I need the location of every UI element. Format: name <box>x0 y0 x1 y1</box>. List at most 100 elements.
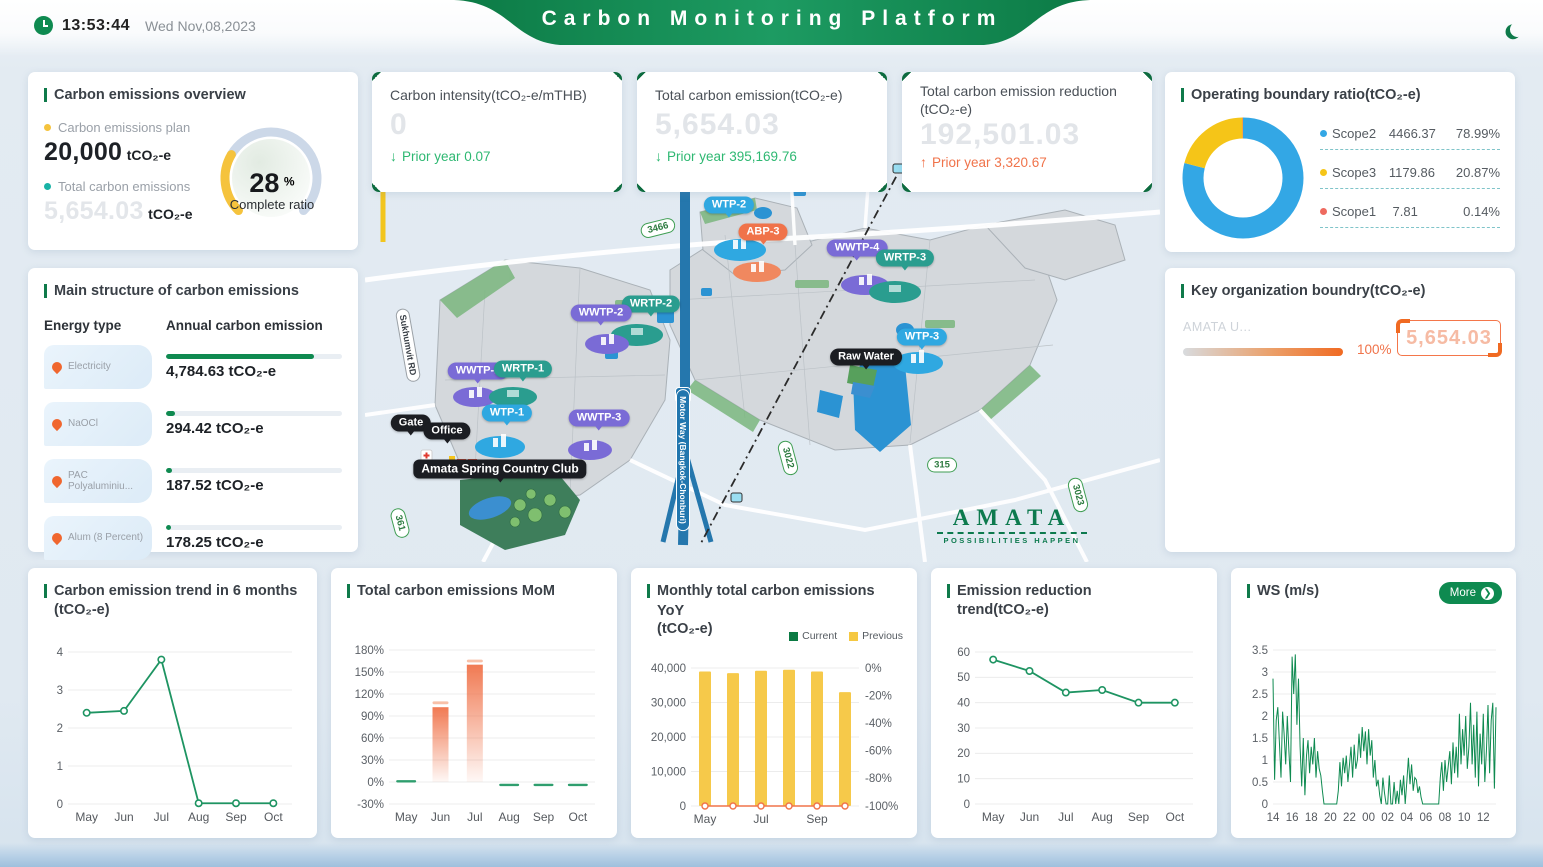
svg-text:0.5: 0.5 <box>1252 777 1268 789</box>
org-bar-label: AMATA U... <box>1183 320 1252 334</box>
date-text: Wed Nov,08,2023 <box>145 17 256 34</box>
emission-value: 294.42 tCO₂-e <box>166 419 264 437</box>
svg-text:May: May <box>395 810 418 824</box>
amata-logo-separator <box>937 532 1087 534</box>
trend6-title: Carbon emission trend in 6 months <box>54 583 298 599</box>
map-pill-wtp2[interactable]: WTP-2 <box>703 196 755 214</box>
panel-yoy: Monthly total carbon emissions YoY (tCO₂… <box>631 568 917 838</box>
scope-percent: 0.14% <box>1463 204 1500 219</box>
ws-title: WS (m/s) <box>1257 583 1320 599</box>
svg-text:12: 12 <box>1477 812 1490 824</box>
svg-text:Sep: Sep <box>806 812 828 826</box>
emission-bar-track <box>166 467 342 473</box>
svg-text:2.5: 2.5 <box>1252 689 1268 701</box>
mom-title: Total carbon emissions MoM <box>357 583 555 599</box>
map-pill-wrtp2[interactable]: WRTP-2 <box>621 295 681 313</box>
more-button[interactable]: More ❯ <box>1438 582 1502 604</box>
svg-text:1.5: 1.5 <box>1252 733 1268 745</box>
map-pill-wwtp2[interactable]: WWTP-2 <box>570 304 632 322</box>
map-pill-abp3[interactable]: ABP-3 <box>738 223 788 241</box>
svg-text:Sep: Sep <box>1128 810 1150 824</box>
svg-text:02: 02 <box>1381 812 1394 824</box>
map-pill-wwtp4[interactable]: WWTP-4 <box>826 239 888 257</box>
map-pill-raw-water[interactable]: Raw Water <box>830 348 902 366</box>
map-pill-wtp3[interactable]: WTP-3 <box>896 328 948 346</box>
map-pill-gate[interactable]: Gate <box>390 414 432 432</box>
scope-name: Scope1 <box>1332 204 1377 219</box>
col-energy-type: Energy type <box>44 317 122 333</box>
corner-mark <box>1143 183 1152 192</box>
estate-map: WTP-2 ABP-3 WWTP-4 WRTP-3 WRTP-2 WWTP-2 … <box>364 150 1161 563</box>
emission-value: 187.52 tCO₂-e <box>166 476 264 494</box>
corner-mark <box>613 183 622 192</box>
svg-text:18: 18 <box>1305 812 1318 824</box>
plan-label: Carbon emissions plan <box>58 119 191 135</box>
kpi-total-emission: Total carbon emission(tCO₂-e) 5,654.03 ↓… <box>637 72 887 192</box>
time-text: 13:53:44 <box>62 16 131 34</box>
svg-text:-60%: -60% <box>865 746 892 758</box>
panel-mom: Total carbon emissions MoM -30% 0% 30% 60% 9… <box>331 568 617 838</box>
kpi-value: 5,654.03 <box>655 108 780 142</box>
scope3-dot <box>1320 169 1327 176</box>
svg-text:Jul: Jul <box>154 810 169 824</box>
svg-text:Jun: Jun <box>431 810 450 824</box>
panel-main-structure: Main structure of carbon emissions Energ… <box>28 268 358 560</box>
kpi-title: Carbon intensity(tCO₂-e/mTHB) <box>390 87 587 103</box>
mom-bar-chart: -30% 0% 30% 60% 90% 120% 150% 180% May Jun Jul Aug S… <box>355 645 595 824</box>
gauge-percent-sign: % <box>283 174 295 189</box>
emission-value: 178.25 tCO₂-e <box>166 533 264 551</box>
svg-text:Oct: Oct <box>264 810 283 824</box>
footer-strip <box>0 843 1543 867</box>
trend6-line-chart: 0 1 2 3 4 May Jun Jul Aug Sep Oct <box>57 647 292 824</box>
svg-text:Sep: Sep <box>225 810 247 824</box>
svg-text:1: 1 <box>1262 755 1268 767</box>
org-boundary-title: Key organization boundry(tCO₂-e) <box>1191 283 1426 299</box>
map-pill-wtp1[interactable]: WTP-1 <box>481 404 533 422</box>
flame-icon <box>49 359 65 374</box>
svg-text:10: 10 <box>957 773 970 785</box>
title-accent-bar <box>1247 584 1250 598</box>
title-banner: Carbon Monitoring Platform <box>454 0 1090 50</box>
scope-value: 7.81 <box>1392 204 1418 219</box>
svg-text:14: 14 <box>1267 812 1280 824</box>
svg-text:-40%: -40% <box>865 718 892 730</box>
org-gradient-bar <box>1183 348 1343 356</box>
svg-text:120%: 120% <box>355 689 384 701</box>
svg-text:3: 3 <box>57 685 63 697</box>
yoy-title-unit: (tCO₂-e) <box>657 621 713 638</box>
svg-text:Aug: Aug <box>498 810 519 824</box>
emission-bar-track <box>166 353 342 359</box>
svg-text:30,000: 30,000 <box>651 697 686 709</box>
corner-mark <box>613 72 622 81</box>
title-accent-bar <box>1181 284 1184 298</box>
title-accent-bar <box>44 584 47 598</box>
svg-text:16: 16 <box>1286 812 1299 824</box>
map-pill-office[interactable]: Office <box>423 422 471 440</box>
title-accent-bar <box>347 584 350 598</box>
map-pill-wwtp3[interactable]: WWTP-3 <box>568 409 630 427</box>
map-pill-wrtp1[interactable]: WRTP-1 <box>493 360 553 378</box>
svg-text:Jul: Jul <box>467 810 482 824</box>
svg-text:0: 0 <box>680 801 686 813</box>
clock-block: 13:53:44 Wed Nov,08,2023 <box>34 16 256 35</box>
svg-text:60: 60 <box>957 647 970 659</box>
flame-icon <box>49 473 65 488</box>
reduction-line-chart: 0 10 20 30 40 50 60 May Jun Jul Aug Sep Oct <box>957 647 1193 824</box>
kpi-delta-text: Prior year 0.07 <box>402 148 491 164</box>
moon-icon[interactable] <box>1509 21 1526 38</box>
svg-text:2: 2 <box>1262 711 1268 723</box>
energy-row-pac: PAC Polyaluminiu... 187.52 tCO₂-e <box>28 453 358 510</box>
scope-value: 1179.86 <box>1388 165 1435 180</box>
down-arrow-icon: ↓ <box>390 148 397 165</box>
svg-text:0%: 0% <box>865 663 882 675</box>
energy-name: Alum (8 Percent) <box>68 532 144 544</box>
svg-text:20: 20 <box>957 748 970 760</box>
svg-text:20,000: 20,000 <box>651 732 686 744</box>
svg-text:180%: 180% <box>355 645 384 657</box>
energy-tile: Electricity <box>44 344 152 389</box>
svg-text:Jul: Jul <box>753 812 768 826</box>
map-pill-wrtp3[interactable]: WRTP-3 <box>875 249 935 267</box>
kpi-value: 192,501.03 <box>920 118 1081 152</box>
scope-name: Scope2 <box>1332 126 1377 141</box>
map-pill-country-club[interactable]: Amata Spring Country Club <box>413 459 587 479</box>
